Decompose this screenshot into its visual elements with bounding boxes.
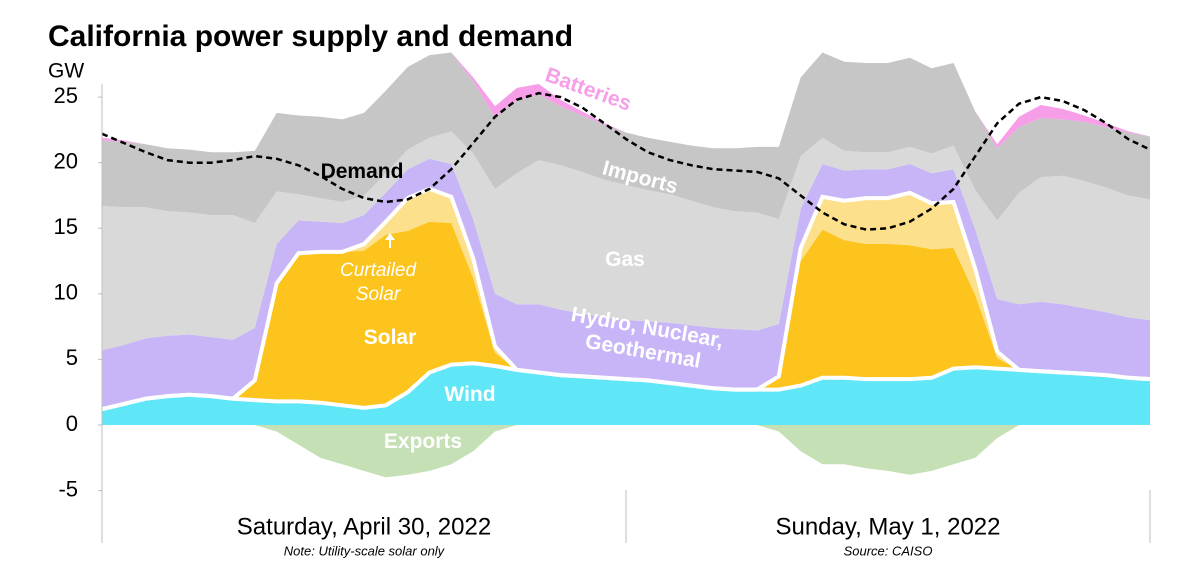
y-tick-label: 10 [54,280,78,305]
area [102,221,1150,410]
area [102,425,1150,478]
y-tick-label: 0 [66,411,78,436]
x-tick-label: Saturday, April 30, 2022 [237,513,491,540]
y-tick-label: 15 [54,214,78,239]
area-outline [101,186,1151,412]
area [102,158,1150,410]
demand-line [101,91,1151,231]
arrow-head [385,233,395,240]
series-label: Wind [444,383,496,406]
x-tick-label: Sunday, May 1, 2022 [775,513,1000,540]
chart-title: California power supply and demand [48,20,573,53]
area [102,131,1150,351]
series-label: Demand [320,160,404,183]
series-label: Gas [605,248,645,271]
footnote: Source: CAISO [844,543,933,558]
y-unit: GW [48,60,84,83]
series-label: Exports [383,430,463,453]
y-tick-label: 25 [54,83,78,108]
y-tick-label: 20 [54,148,78,173]
footnote: Note: Utility-scale solar only [284,543,446,558]
y-tick-label: -5 [58,476,78,501]
series-label: Solar [363,326,417,349]
areas [101,52,1151,478]
axes: -5 0 5 10 15 20 25 Saturday, April 30, 2022 Sund… [54,83,1151,558]
area [102,188,1150,410]
series-label: Curtailed Solar [339,260,417,305]
y-tick-label: 5 [66,345,78,370]
